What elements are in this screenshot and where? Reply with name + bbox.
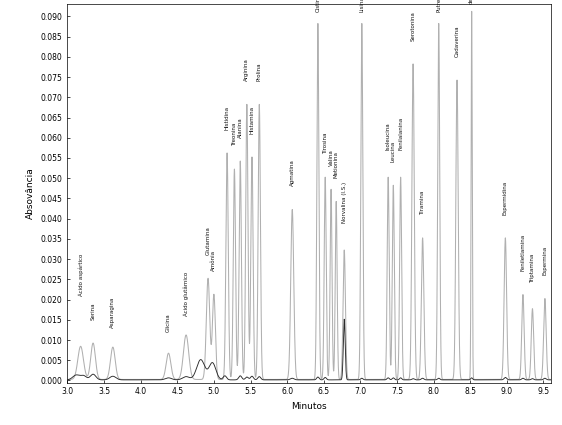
X-axis label: Minutos: Minutos: [291, 402, 327, 411]
Text: Espermidina: Espermidina: [503, 180, 508, 215]
Text: Putrescina: Putrescina: [436, 0, 441, 12]
Text: Norvalina (I.S.): Norvalina (I.S.): [342, 181, 347, 223]
Text: Histidina: Histidina: [225, 105, 230, 130]
Text: Prolina: Prolina: [257, 62, 262, 81]
Text: Espermina: Espermina: [542, 246, 547, 275]
Y-axis label: Absovância: Absovância: [26, 167, 35, 219]
Text: Agmatina: Agmatina: [290, 159, 294, 186]
Text: Histamina: Histamina: [250, 105, 255, 134]
Text: Triptamina: Triptamina: [530, 254, 535, 283]
Text: Glicina: Glicina: [166, 313, 171, 332]
Text: Valina: Valina: [329, 149, 334, 166]
Text: Cistina: Cistina: [315, 0, 320, 12]
Text: Lisina: Lisina: [359, 0, 364, 12]
Text: Ácido glutâmico: Ácido glutâmico: [183, 272, 189, 316]
Text: Tiramina: Tiramina: [420, 190, 425, 215]
Text: Fenilalanina: Fenilalanina: [398, 116, 403, 150]
Text: Leucina: Leucina: [391, 141, 396, 162]
Text: Serina: Serina: [90, 302, 96, 320]
Text: derivante: derivante: [469, 0, 474, 4]
Text: Serotonina: Serotonina: [411, 11, 415, 41]
Text: Isoleucina: Isoleucina: [386, 122, 391, 150]
Text: Arginina: Arginina: [244, 58, 250, 81]
Text: Treonina: Treonina: [232, 122, 237, 146]
Text: Amônia: Amônia: [211, 250, 216, 271]
Text: Glutamina: Glutamina: [206, 226, 211, 255]
Text: Metionina: Metionina: [334, 151, 339, 178]
Text: Asparagina: Asparagina: [110, 297, 115, 328]
Text: Tirosina: Tirosina: [323, 133, 328, 154]
Text: Ácido aspártico: Ácido aspártico: [78, 253, 84, 295]
Text: Feniletlamina: Feniletlamina: [520, 234, 525, 271]
Text: Alanina: Alanina: [238, 117, 243, 138]
Text: Cadaverina: Cadaverina: [455, 25, 460, 57]
